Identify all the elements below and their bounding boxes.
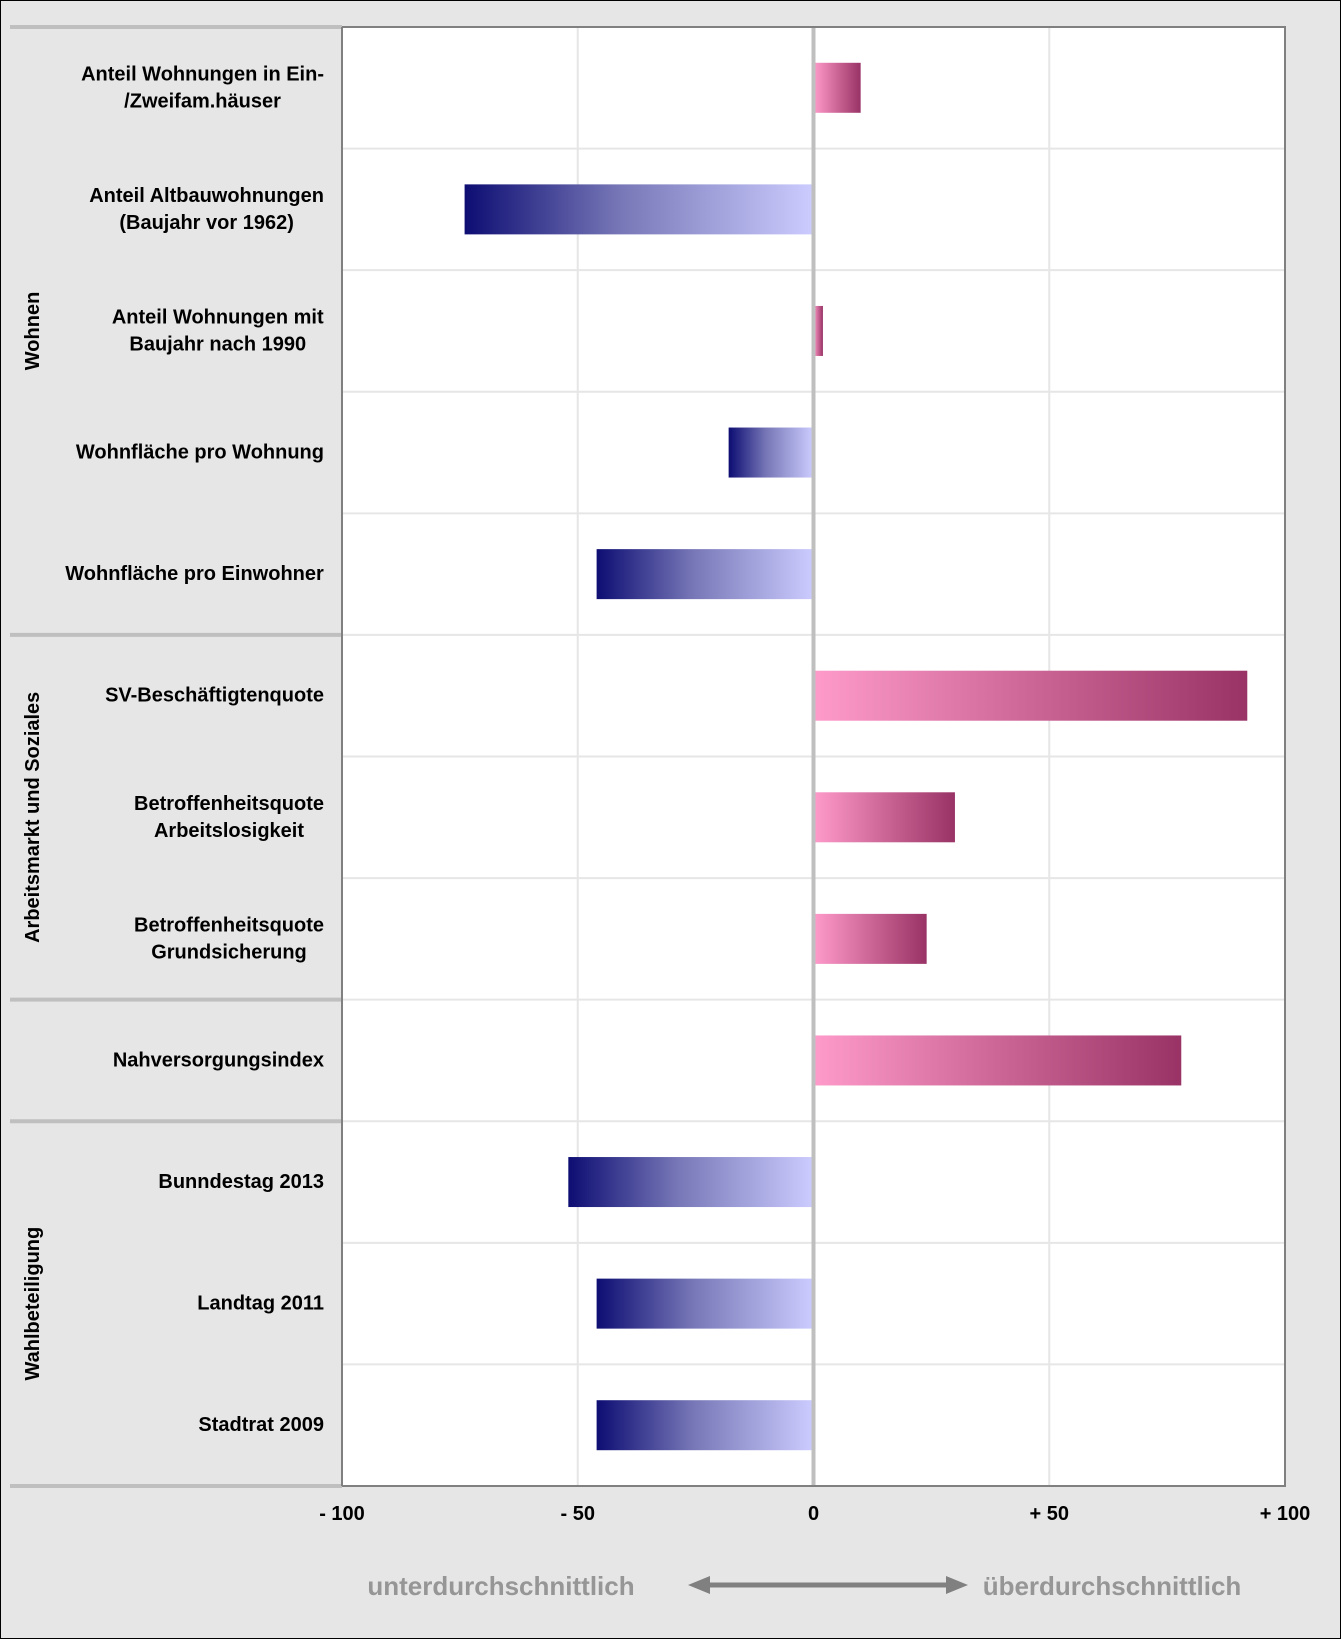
category-label: Anteil Altbauwohnungen (Baujahr vor 1962)	[89, 185, 324, 234]
category-label: Bunndestag 2013	[158, 1171, 324, 1193]
bar	[813, 305, 823, 356]
category-label: Anteil Wohnungen in Ein-/Zweifam.häuser	[81, 63, 324, 112]
double-arrow-icon	[688, 1576, 968, 1594]
bar	[813, 1035, 1182, 1086]
category-label: Stadtrat 2009	[198, 1414, 324, 1436]
x-tick-label: 0	[808, 1503, 819, 1525]
bar	[596, 549, 814, 600]
category-label: Anteil Wohnungen mit Baujahr nach 1990	[112, 306, 324, 355]
bar	[728, 427, 814, 478]
group-label: Wahlbeteiligung	[22, 1227, 44, 1381]
group-label: Arbeitsmarkt und Soziales	[22, 692, 44, 943]
bar	[813, 792, 955, 843]
category-label: Wohnfläche pro Einwohner	[65, 563, 324, 585]
group-label: Wohnen	[22, 292, 44, 371]
x-tick-label: + 100	[1260, 1503, 1311, 1525]
x-tick-label: - 100	[319, 1503, 365, 1525]
category-label: Landtag 2011	[197, 1293, 324, 1315]
category-label: SV-Beschäftigtenquote	[105, 685, 324, 707]
legend-below-average-label: unterdurchschnittlich	[367, 1571, 634, 1601]
bar	[596, 1400, 814, 1451]
category-label: Betroffenheitsquote Arbeitslosigkeit	[134, 793, 324, 842]
bar	[464, 184, 814, 235]
bar	[596, 1278, 814, 1329]
category-label: Nahversorgungsindex	[113, 1049, 324, 1071]
bar	[813, 670, 1248, 721]
bar	[568, 1157, 814, 1208]
x-tick-label: + 50	[1030, 1503, 1069, 1525]
category-label: Wohnfläche pro Wohnung	[76, 442, 324, 464]
x-tick-label: - 50	[561, 1503, 595, 1525]
bar	[813, 62, 861, 113]
bar	[813, 913, 927, 964]
legend-above-average-label: überdurchschnittlich	[983, 1571, 1242, 1601]
category-label: Betroffenheitsquote Grundsicherung	[134, 914, 324, 963]
